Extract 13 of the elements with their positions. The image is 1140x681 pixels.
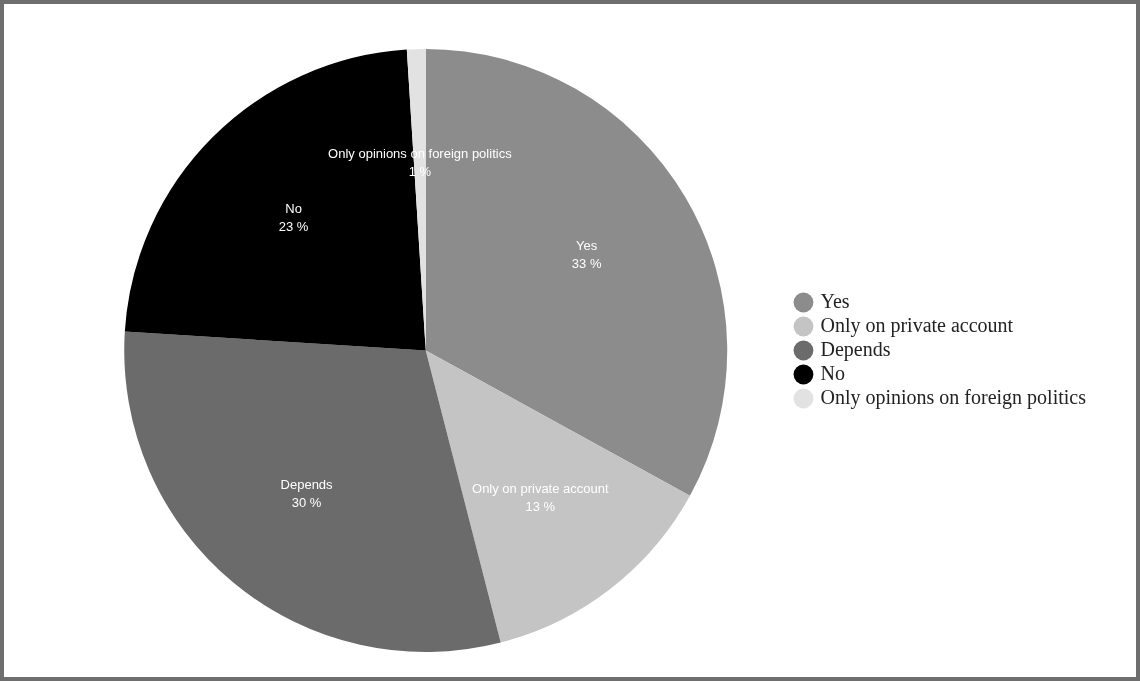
legend-label: Yes	[820, 289, 850, 312]
legend-label: Only on private account	[820, 313, 1014, 337]
data-label: 13 %	[525, 498, 556, 514]
slice-label: Only on private account	[472, 480, 609, 496]
slice-label: Yes	[576, 237, 598, 253]
data-label: 33 %	[571, 255, 602, 271]
legend-label: Only opinions on foreign politics	[820, 385, 1087, 409]
data-label: 30 %	[291, 495, 322, 511]
slice-label: Depends	[280, 477, 334, 493]
data-label: 23 %	[278, 218, 309, 234]
legend-label: No	[820, 361, 845, 384]
legend-label: Depends	[820, 337, 891, 361]
slice-label: No	[285, 200, 302, 216]
